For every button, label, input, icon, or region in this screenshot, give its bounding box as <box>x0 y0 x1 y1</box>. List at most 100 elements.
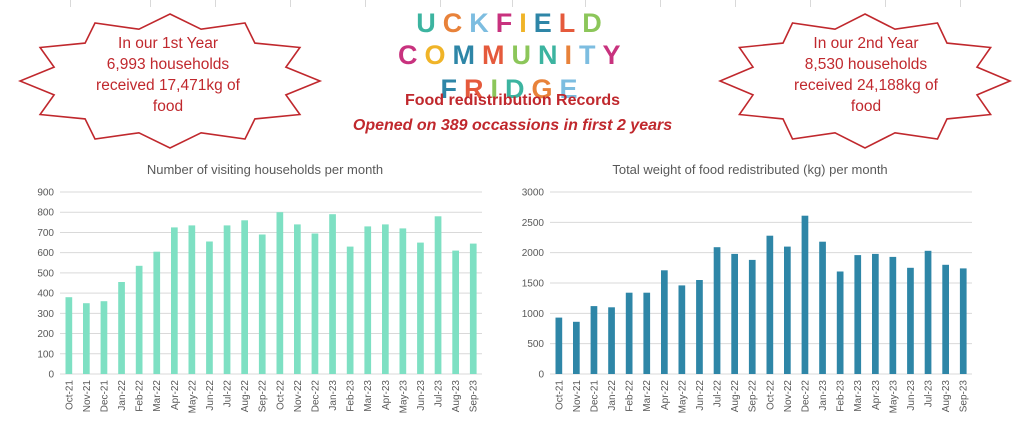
bar-Oct-21 <box>555 317 563 374</box>
bar-Mar-22 <box>153 251 161 374</box>
bar-Dec-21 <box>100 301 108 374</box>
bar-Apr-22 <box>661 270 668 374</box>
x-tick-label: Mar-22 <box>152 380 163 412</box>
x-tick-label: Feb-22 <box>625 380 636 412</box>
y-tick-label: 300 <box>37 309 54 320</box>
year1-line4: food <box>152 98 184 115</box>
year2-line4: food <box>850 98 882 115</box>
year2-starburst <box>718 13 1013 149</box>
records-title: Food redistribution Records <box>404 92 621 109</box>
bar-Sep-22 <box>748 259 756 374</box>
x-tick-label: Jun-23 <box>416 380 427 411</box>
x-tick-label: Sep-22 <box>748 380 759 413</box>
x-tick-label: Jan-22 <box>117 380 128 411</box>
x-tick-label: Nov-21 <box>572 380 583 413</box>
bar-Jul-22 <box>223 225 231 374</box>
x-tick-label: Aug-22 <box>240 380 251 413</box>
bar-Aug-23 <box>452 250 459 374</box>
x-tick-label: Apr-23 <box>381 380 392 410</box>
x-tick-label: Jul-23 <box>924 380 935 408</box>
bar-Feb-22 <box>625 292 633 374</box>
x-tick-label: Dec-21 <box>590 380 601 413</box>
x-tick-label: Jan-22 <box>607 380 618 411</box>
bar-Jun-22 <box>206 241 213 374</box>
bar-Mar-23 <box>854 255 862 374</box>
bar-Mar-22 <box>643 292 651 374</box>
bar-Sep-22 <box>258 234 266 374</box>
bar-Nov-21 <box>573 321 580 374</box>
y-tick-label: 200 <box>37 329 54 340</box>
bar-Oct-22 <box>766 235 774 374</box>
year1-line3: received 17,471kg of <box>96 77 240 94</box>
x-tick-label: Aug-22 <box>730 380 741 413</box>
households-chart: 0 100 200 300 400 500 600 700 800 900 Oct-21 Nov-21… <box>37 188 482 414</box>
year1-callout: In our 1st Year 6,993 households receive… <box>78 33 258 117</box>
x-tick-label: Sep-23 <box>469 380 480 413</box>
bar-Aug-23 <box>942 264 949 374</box>
bar-Aug-22 <box>241 220 248 374</box>
x-tick-label: May-23 <box>398 380 409 414</box>
year2-line3: received 24,188kg of <box>794 77 938 94</box>
x-tick-label: May-22 <box>677 380 688 414</box>
y-tick-label: 3000 <box>522 188 545 199</box>
bar-Jan-22 <box>608 307 615 374</box>
x-tick-label: Jun-22 <box>205 380 216 411</box>
y-tick-label: 900 <box>37 188 54 199</box>
x-tick-label: Jan-23 <box>328 380 339 411</box>
x-tick-label: Sep-22 <box>258 380 269 413</box>
bar-Mar-23 <box>364 226 372 374</box>
bar-Jul-22 <box>713 247 721 374</box>
x-tick-label: Mar-23 <box>853 380 864 412</box>
y-tick-label: 100 <box>37 349 54 360</box>
x-tick-label: Oct-22 <box>275 380 286 410</box>
weight-chart: 0 500 1000 1500 2000 2500 3000 Oct-21 Nov-21 Dec-… <box>522 188 972 414</box>
bar-Jan-23 <box>819 241 826 374</box>
bar-Nov-22 <box>294 224 301 374</box>
x-tick-label: Jan-23 <box>818 380 829 411</box>
x-tick-label: Jun-23 <box>906 380 917 411</box>
x-tick-label: Apr-22 <box>660 380 671 410</box>
logo-line1: UCKFIELD <box>416 8 609 38</box>
year1-line2: 6,993 households <box>106 56 230 73</box>
bar-May-22 <box>678 285 686 374</box>
x-tick-label: Dec-22 <box>311 380 322 413</box>
year1-starburst <box>18 13 323 149</box>
bar-May-23 <box>889 256 897 374</box>
logo-line2: COMMUNITY FRIDGE <box>397 40 628 104</box>
year2-line1: In our 2nd Year <box>813 35 919 52</box>
x-tick-label: Mar-23 <box>363 380 374 412</box>
y-tick-label: 800 <box>37 208 54 219</box>
bar-Nov-22 <box>784 246 791 374</box>
y-tick-label: 1000 <box>522 309 545 320</box>
x-tick-label: Nov-21 <box>82 380 93 413</box>
y-tick-label: 2500 <box>522 218 545 229</box>
year2-callout: In our 2nd Year 8,530 households receive… <box>776 33 956 117</box>
bar-Jun-23 <box>907 267 914 374</box>
x-tick-label: May-22 <box>187 380 198 414</box>
x-tick-label: Feb-23 <box>346 380 357 412</box>
x-tick-label: Nov-22 <box>783 380 794 413</box>
x-tick-label: Dec-22 <box>801 380 812 413</box>
y-tick-label: 2000 <box>522 248 545 259</box>
bar-Dec-21 <box>590 306 598 374</box>
bar-Feb-23 <box>836 271 844 374</box>
x-tick-label: Apr-23 <box>871 380 882 410</box>
y-tick-label: 0 <box>538 370 544 381</box>
y-tick-label: 600 <box>37 248 54 259</box>
year1-line1: In our 1st Year <box>118 35 218 52</box>
x-tick-label: Oct-22 <box>765 380 776 410</box>
bar-Jul-23 <box>434 216 442 374</box>
x-tick-label: Aug-23 <box>941 380 952 413</box>
bar-Feb-22 <box>135 265 143 374</box>
bar-Jan-23 <box>329 214 336 374</box>
bar-Dec-22 <box>311 233 319 374</box>
bar-Apr-23 <box>382 224 389 374</box>
x-tick-label: Jul-23 <box>434 380 445 408</box>
bar-Apr-22 <box>171 227 178 374</box>
bar-Jun-23 <box>417 242 424 374</box>
bar-Aug-22 <box>731 253 738 374</box>
bar-Oct-22 <box>276 212 284 374</box>
bar-Jan-22 <box>118 282 125 374</box>
records-subtitle: Opened on 389 occassions in first 2 year… <box>352 117 673 134</box>
x-tick-label: Sep-23 <box>959 380 970 413</box>
